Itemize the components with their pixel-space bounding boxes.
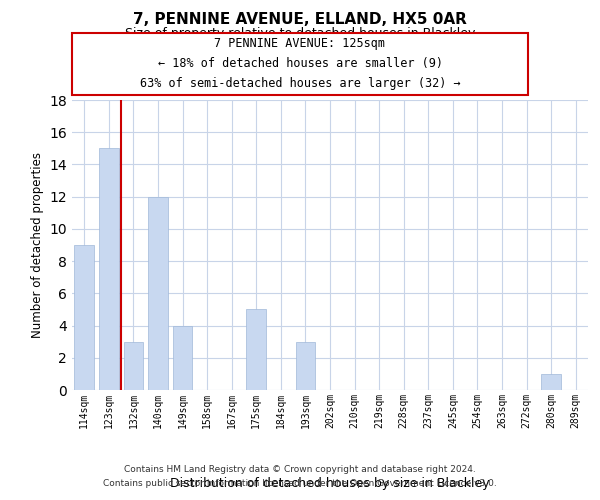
Text: 7 PENNINE AVENUE: 125sqm
← 18% of detached houses are smaller (9)
63% of semi-de: 7 PENNINE AVENUE: 125sqm ← 18% of detach… [140,38,460,90]
Bar [124,342,143,390]
Bar [148,196,168,390]
Text: Contains HM Land Registry data © Crown copyright and database right 2024.
Contai: Contains HM Land Registry data © Crown c… [103,466,497,487]
X-axis label: Distribution of detached houses by size in Blackley: Distribution of detached houses by size … [170,476,490,490]
Bar [74,245,94,390]
Bar [173,326,193,390]
Bar [99,148,119,390]
Y-axis label: Number of detached properties: Number of detached properties [31,152,44,338]
Bar [296,342,315,390]
Bar [247,310,266,390]
Bar [541,374,561,390]
Text: Size of property relative to detached houses in Blackley: Size of property relative to detached ho… [125,28,475,40]
Text: 7, PENNINE AVENUE, ELLAND, HX5 0AR: 7, PENNINE AVENUE, ELLAND, HX5 0AR [133,12,467,28]
